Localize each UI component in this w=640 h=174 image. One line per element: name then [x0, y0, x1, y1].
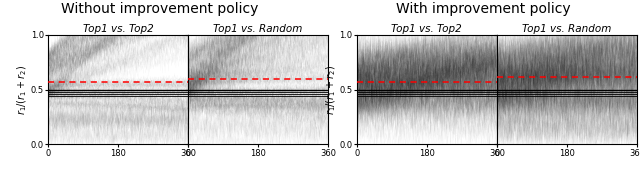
Title: Top1 vs. Top2: Top1 vs. Top2 — [392, 24, 462, 34]
Text: Without improvement policy: Without improvement policy — [61, 2, 259, 16]
Text: With improvement policy: With improvement policy — [396, 2, 570, 16]
Title: Top1 vs. Random: Top1 vs. Random — [522, 24, 611, 34]
Title: Top1 vs. Top2: Top1 vs. Top2 — [83, 24, 154, 34]
Y-axis label: $r_1/(r_1 + r_2)$: $r_1/(r_1 + r_2)$ — [324, 65, 338, 114]
Y-axis label: $r_1/(r_1 + r_2)$: $r_1/(r_1 + r_2)$ — [16, 65, 29, 114]
Title: Top1 vs. Random: Top1 vs. Random — [213, 24, 303, 34]
